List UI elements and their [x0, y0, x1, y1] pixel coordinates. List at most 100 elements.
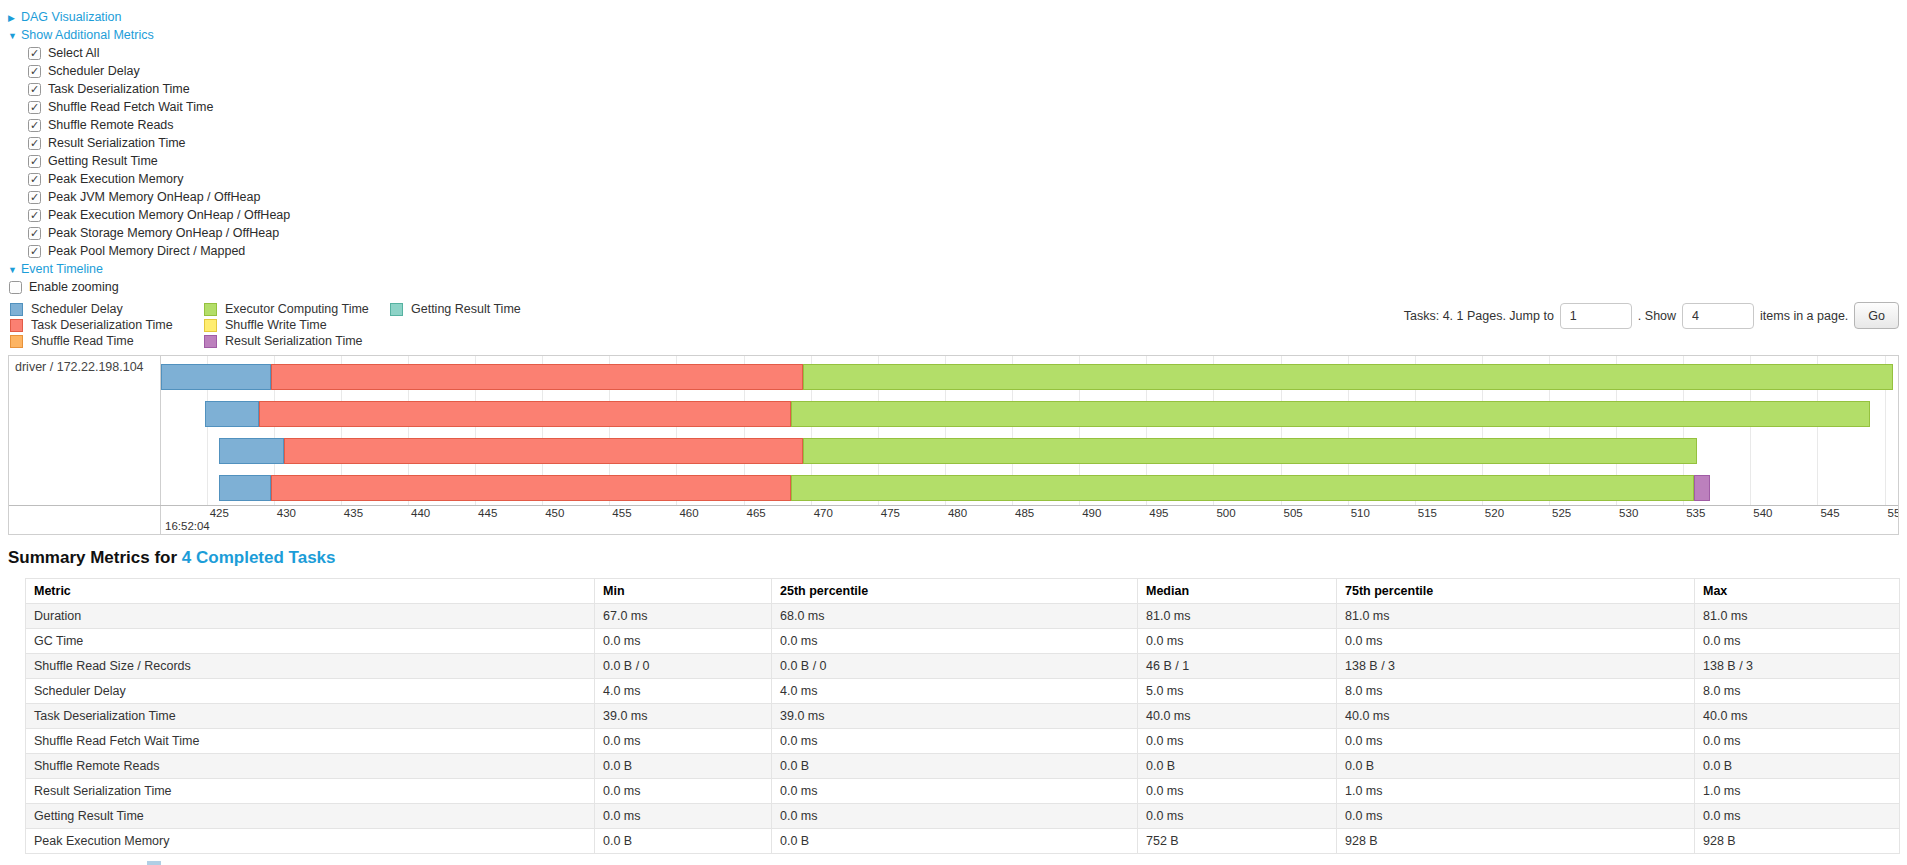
checkbox-peak-jvm-memory-onheap-offheap[interactable]: ✓ — [28, 191, 41, 204]
event-timeline-toggle[interactable]: ▼Event Timeline — [8, 260, 1899, 278]
legend-entry-shuffle-read-time: Shuffle Read Time — [8, 333, 202, 349]
show-additional-metrics-toggle[interactable]: ▼Show Additional Metrics — [8, 26, 1899, 44]
metric-checkbox-list: ✓Select All✓Scheduler Delay✓Task Deseria… — [8, 44, 1899, 260]
dag-visualization-label[interactable]: DAG Visualization — [21, 10, 122, 24]
metric-value-cell: 67.0 ms — [595, 604, 772, 629]
task-bar-segment-executor_computing[interactable] — [803, 438, 1697, 464]
enable-zooming-checkbox[interactable] — [9, 281, 22, 294]
checkbox-getting-result-time[interactable]: ✓ — [28, 155, 41, 168]
task-bar-segment-task_deserialization[interactable] — [259, 401, 791, 427]
table-row-scheduler-delay: Scheduler Delay4.0 ms4.0 ms5.0 ms8.0 ms8… — [26, 679, 1900, 704]
axis-tick-label: 435 — [344, 507, 363, 519]
axis-tick-label: 470 — [814, 507, 833, 519]
executor-label: driver / 172.22.198.104 — [9, 356, 161, 505]
checkbox-shuffle-read-fetch-wait-time[interactable]: ✓ — [28, 101, 41, 114]
axis-tick-label: 540 — [1753, 507, 1772, 519]
metric-value-cell: 0.0 ms — [1138, 629, 1337, 654]
metric-value-cell: 0.0 ms — [772, 779, 1138, 804]
checkbox-peak-storage-memory-onheap-offheap[interactable]: ✓ — [28, 227, 41, 240]
axis-tick-label: 485 — [1015, 507, 1034, 519]
task-bar-segment-result_serialization[interactable] — [1694, 475, 1710, 501]
axis-tick-label: 510 — [1351, 507, 1370, 519]
metric-value-cell: 0.0 B / 0 — [772, 654, 1138, 679]
metric-value-cell: 40.0 ms — [1695, 704, 1900, 729]
task-bar-segment-task_deserialization[interactable] — [271, 475, 790, 501]
metric-name-cell: GC Time — [26, 629, 595, 654]
metric-value-cell: 46 B / 1 — [1138, 654, 1337, 679]
metric-value-cell: 138 B / 3 — [1695, 654, 1900, 679]
metric-name-cell: Task Deserialization Time — [26, 704, 595, 729]
checkbox-label-shuffle-remote-reads: Shuffle Remote Reads — [48, 118, 174, 132]
axis-tick-label: 500 — [1216, 507, 1235, 519]
checkbox-row-task-deserialization-time: ✓ Task Deserialization Time — [8, 80, 1899, 98]
task-bar-segment-executor_computing[interactable] — [791, 475, 1694, 501]
metric-value-cell: 1.0 ms — [1695, 779, 1900, 804]
legend-label: Getting Result Time — [411, 302, 521, 316]
metric-value-cell: 0.0 ms — [1337, 629, 1695, 654]
legend-entry-result-serialization-time: Result Serialization Time — [202, 333, 388, 349]
checkbox-row-result-serialization-time: ✓Result Serialization Time — [8, 134, 1899, 152]
clipped-next-section — [147, 861, 161, 865]
table-row-duration: Duration67.0 ms68.0 ms81.0 ms81.0 ms81.0… — [26, 604, 1900, 629]
metric-value-cell: 752 B — [1138, 829, 1337, 854]
table-row-shuffle-remote-reads: Shuffle Remote Reads0.0 B0.0 B0.0 B0.0 B… — [26, 754, 1900, 779]
legend-swatch-result-serialization-time — [204, 335, 217, 348]
table-row-peak-execution-memory: Peak Execution Memory0.0 B0.0 B752 B928 … — [26, 829, 1900, 854]
checkbox-row-peak-storage-memory-onheap-offheap: ✓ Peak Storage Memory OnHeap / OffHeap — [8, 224, 1899, 242]
metric-value-cell: 0.0 ms — [1695, 629, 1900, 654]
checkbox-label-peak-storage-memory-onheap-offheap: Peak Storage Memory OnHeap / OffHeap — [48, 226, 279, 240]
completed-tasks-link[interactable]: 4 Completed Tasks — [182, 548, 336, 567]
task-bar-segment-task_deserialization[interactable] — [284, 438, 802, 464]
metric-value-cell: 4.0 ms — [595, 679, 772, 704]
checkbox-peak-execution-memory[interactable]: ✓ — [28, 173, 41, 186]
task-bar-segment-scheduler_delay[interactable] — [205, 401, 259, 427]
checkbox-row-select-all: ✓Select All — [8, 44, 1899, 62]
checkbox-shuffle-remote-reads[interactable]: ✓ — [28, 119, 41, 132]
axis-tick-label: 525 — [1552, 507, 1571, 519]
checkbox-row-peak-execution-memory-onheap-offheap: ✓Peak Execution Memory OnHeap / OffHeap — [8, 206, 1899, 224]
task-bar-segment-scheduler_delay[interactable] — [219, 438, 285, 464]
table-row-task-deserialization-time: Task Deserialization Time39.0 ms39.0 ms4… — [26, 704, 1900, 729]
show-additional-metrics-label[interactable]: Show Additional Metrics — [21, 28, 154, 42]
axis-tick-label: 505 — [1284, 507, 1303, 519]
task-bar-segment-scheduler_delay[interactable] — [219, 475, 271, 501]
metric-value-cell: 0.0 B — [1695, 754, 1900, 779]
task-bar-segment-scheduler_delay[interactable] — [161, 364, 271, 390]
checkbox-row-shuffle-remote-reads: ✓ Shuffle Remote Reads — [8, 116, 1899, 134]
axis-tick-label: 490 — [1082, 507, 1101, 519]
metric-value-cell: 81.0 ms — [1695, 604, 1900, 629]
table-row-result-serialization-time: Result Serialization Time0.0 ms0.0 ms0.0… — [26, 779, 1900, 804]
column-header-metric: Metric — [26, 579, 595, 604]
event-timeline-label[interactable]: Event Timeline — [21, 262, 103, 276]
task-bar-segment-task_deserialization[interactable] — [271, 364, 803, 390]
checkbox-peak-pool-memory-direct-mapped[interactable]: ✓ — [28, 245, 41, 258]
column-header-min: Min — [595, 579, 772, 604]
axis-tick-label: 460 — [679, 507, 698, 519]
legend-column: Getting Result Time — [388, 301, 521, 349]
jump-to-page-input[interactable] — [1560, 303, 1632, 329]
legend-label: Scheduler Delay — [31, 302, 123, 316]
items-per-page-input[interactable] — [1682, 303, 1754, 329]
go-button[interactable]: Go — [1854, 302, 1899, 329]
task-bar-segment-executor_computing[interactable] — [803, 364, 1893, 390]
enable-zooming-label: Enable zooming — [29, 280, 119, 294]
timeline-plot-area[interactable] — [161, 356, 1898, 505]
timeline-axis: 16:52:04 4254304354404454504554604654704… — [161, 506, 1898, 534]
checkbox-label-task-deserialization-time: Task Deserialization Time — [48, 82, 190, 96]
checkbox-task-deserialization-time[interactable]: ✓ — [28, 83, 41, 96]
expanded-arrow-icon: ▼ — [8, 27, 21, 45]
axis-tick-label: 445 — [478, 507, 497, 519]
column-header-25th-percentile: 25th percentile — [772, 579, 1138, 604]
metric-value-cell: 0.0 B — [772, 754, 1138, 779]
task-bar-segment-executor_computing[interactable] — [791, 401, 1870, 427]
dag-visualization-toggle[interactable]: ▶DAG Visualization — [8, 8, 1899, 26]
checkbox-scheduler-delay[interactable]: ✓ — [28, 65, 41, 78]
axis-tick-label: 520 — [1485, 507, 1504, 519]
legend-label: Task Deserialization Time — [31, 318, 173, 332]
metric-value-cell: 0.0 B — [772, 829, 1138, 854]
checkbox-peak-execution-memory-onheap-offheap[interactable]: ✓ — [28, 209, 41, 222]
checkbox-select-all[interactable]: ✓ — [28, 47, 41, 60]
checkbox-result-serialization-time[interactable]: ✓ — [28, 137, 41, 150]
metric-value-cell: 1.0 ms — [1337, 779, 1695, 804]
tasks-count-text: Tasks: 4. 1 Pages. Jump to — [1404, 309, 1554, 323]
